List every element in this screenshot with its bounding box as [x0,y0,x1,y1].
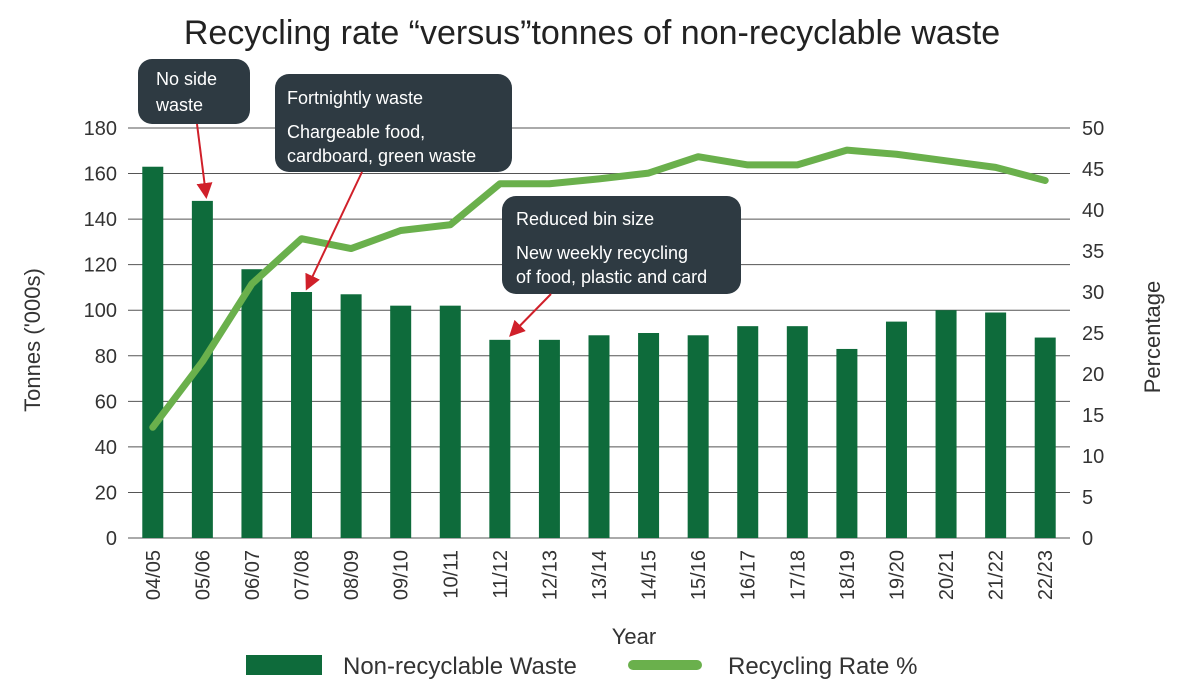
x-tick-label: 21/22 [986,550,1008,600]
x-tick-label: 05/06 [192,550,214,600]
bar-07-08 [291,292,313,538]
bar-19-20 [885,321,907,538]
x-tick-label: 13/14 [589,550,611,600]
y-left-tick-label: 120 [84,255,117,277]
x-tick-label: 15/16 [688,550,710,600]
y-left-tick-label: 140 [84,209,117,231]
y-left-tick-label: 180 [84,118,117,140]
bar-22-23 [1034,337,1056,538]
callout-text: Fortnightly waste [287,88,423,108]
x-tick-label: 06/07 [242,550,264,600]
x-tick-label: 16/17 [738,550,760,600]
annotation-callout: Fortnightly waste Chargeable food, cardboa… [275,74,512,291]
x-tick-label: 09/10 [391,550,413,600]
y-left-tick-label: 40 [95,437,117,459]
y-right-tick-label: 10 [1082,446,1104,468]
x-tick-label: 11/12 [490,550,512,599]
left-axis-ticks: 0 20 40 60 80 100 120 140 160 180 [84,118,117,550]
bar-11-12 [489,339,511,538]
callout-box [138,59,250,124]
bar-10-11 [439,305,461,538]
bar-09-10 [390,305,412,538]
legend-label-recycling: Recycling Rate % [728,653,917,680]
callout-text: Chargeable food, [287,122,425,142]
x-tick-label: 18/19 [837,550,859,600]
y-right-tick-label: 0 [1082,528,1093,550]
bar-16-17 [737,326,759,538]
y-left-tick-label: 100 [84,300,117,322]
x-axis-ticks: 04/05 05/06 06/07 07/08 08/09 09/10 10/11 11/12… [143,550,1057,600]
y-left-tick-label: 60 [95,391,117,413]
bar-13-14 [588,335,610,538]
x-tick-label: 07/08 [292,550,314,600]
y-right-tick-label: 50 [1082,118,1104,140]
bar-05-06 [191,200,213,538]
bar-series [142,166,1056,538]
x-tick-label: 08/09 [341,550,363,600]
callout-box [502,196,741,294]
x-tick-label: 12/13 [539,550,561,600]
callout-text: cardboard, green waste [287,146,476,166]
bar-12-13 [538,339,560,538]
x-tick-label: 17/18 [787,550,809,600]
bar-18-19 [836,348,858,538]
callout-arrow [509,293,552,337]
x-tick-label: 20/21 [936,550,958,600]
bar-14-15 [638,333,660,538]
bar-06-07 [241,269,263,538]
callout-arrow [305,171,363,291]
x-tick-label: 22/23 [1035,550,1057,600]
legend-swatch-waste [246,655,322,675]
annotation-callout: No side waste [138,59,250,199]
y-left-tick-label: 20 [95,482,117,504]
y-right-tick-label: 45 [1082,159,1104,181]
annotations: No side waste Fortnightly waste Chargeable … [138,59,741,337]
y-right-tick-label: 5 [1082,487,1093,509]
x-tick-label: 19/20 [886,550,908,600]
y-right-tick-label: 40 [1082,200,1104,222]
annotation-callout: Reduced bin size New weekly recycling of f… [502,196,741,337]
bar-15-16 [687,335,709,538]
chart-title: Recycling rate “versus”tonnes of non-rec… [184,14,1000,52]
y-axis-left-label: Tonnes ('000s) [20,268,45,412]
y-left-tick-label: 0 [106,528,117,550]
bar-04-05 [142,166,164,538]
bar-20-21 [935,310,957,538]
y-right-tick-label: 25 [1082,323,1104,345]
x-tick-label: 04/05 [143,550,165,600]
right-axis-ticks: 0 5 10 15 20 25 30 35 40 45 50 [1082,118,1104,550]
bar-21-22 [985,312,1007,538]
callout-text: Reduced bin size [516,209,654,229]
legend: Non-recyclable Waste Recycling Rate % [246,653,917,680]
y-left-tick-label: 80 [95,346,117,368]
legend-label-waste: Non-recyclable Waste [343,653,577,680]
callout-text: New weekly recycling [516,243,688,263]
callout-arrow [196,123,213,199]
callout-text: waste [155,95,203,115]
line-series [149,146,1049,431]
callout-box [275,74,512,172]
y-right-tick-label: 20 [1082,364,1104,386]
callout-text: No side [156,69,217,89]
y-right-tick-label: 15 [1082,405,1104,427]
y-left-tick-label: 160 [84,164,117,186]
y-right-tick-label: 30 [1082,282,1104,304]
bar-17-18 [786,326,808,538]
y-axis-right-label: Percentage [1140,281,1165,394]
x-tick-label: 10/11 [440,550,462,599]
y-right-tick-label: 35 [1082,241,1104,263]
bar-08-09 [340,294,362,538]
x-tick-label: 14/15 [639,550,661,600]
callout-text: of food, plastic and card [516,267,707,287]
x-axis-label: Year [612,624,656,649]
